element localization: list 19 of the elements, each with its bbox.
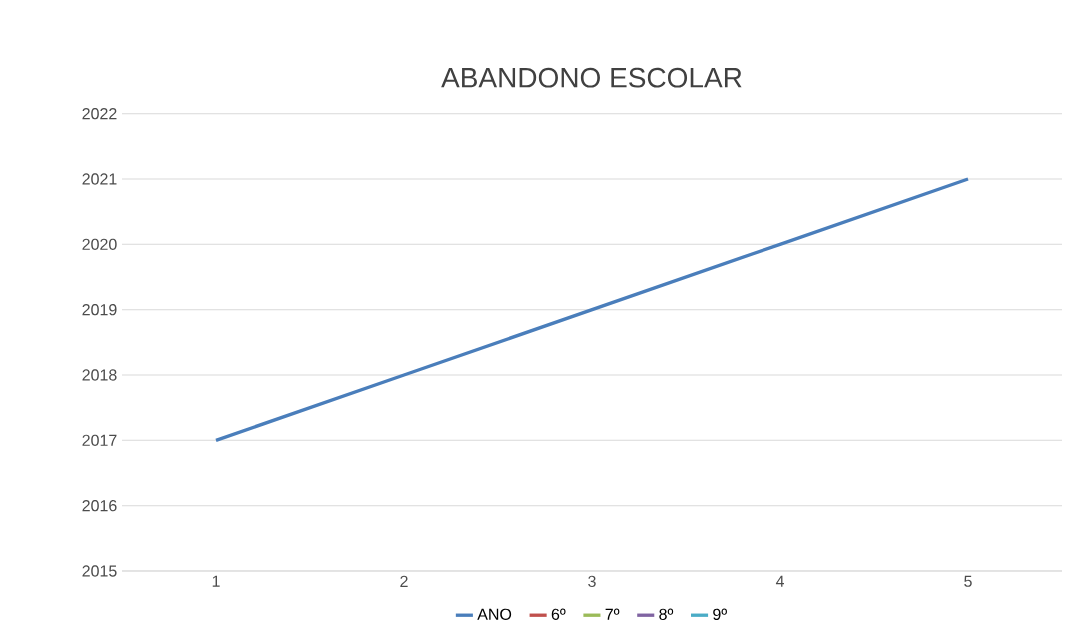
x-tick-label: 1 [212,575,220,587]
legend-label: ANO [477,608,512,620]
chart-title: ABANDONO ESCOLAR [441,67,742,88]
y-tick-label: 2015 [82,565,117,577]
x-tick-label: 2 [400,575,408,587]
y-tick-label: 2021 [82,173,117,185]
y-tick-label: 2020 [82,238,117,250]
legend-label: 9º [713,608,727,620]
y-tick-label: 2016 [82,500,117,512]
y-tick-label: 2022 [82,108,117,120]
legend-label: 8º [659,608,674,620]
y-tick-label: 2018 [82,369,117,381]
x-tick-label: 3 [588,575,596,588]
x-tick-label: 5 [964,575,972,587]
legend-label: 7º [605,608,620,620]
legend-label: 6º [551,608,566,620]
x-tick-label: 4 [775,575,784,587]
y-tick-label: 2019 [82,304,117,316]
y-tick-label: 2017 [82,434,117,446]
